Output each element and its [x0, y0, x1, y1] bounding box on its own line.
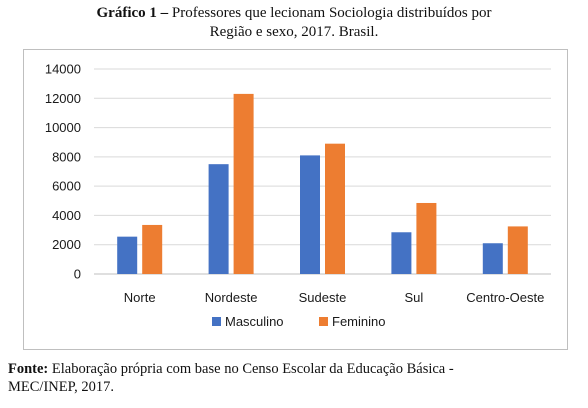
y-tick-label: 4000 [52, 208, 81, 223]
bar-feminino [142, 224, 163, 274]
y-tick-label: 14000 [45, 62, 81, 77]
x-tick-label: Sul [405, 290, 424, 305]
y-tick-label: 10000 [45, 120, 81, 135]
source-label: Fonte: [8, 361, 49, 377]
y-tick-label: 2000 [52, 237, 81, 252]
bar-masculino [482, 243, 503, 274]
bar-masculino [117, 236, 138, 274]
legend-label: Feminino [332, 314, 385, 329]
source-line1: Elaboração própria com base no Censo Esc… [51, 361, 454, 377]
legend-swatch [319, 317, 328, 326]
bar-masculino [300, 155, 320, 274]
source-note: Fonte: Elaboração própria com base no Ce… [8, 360, 583, 396]
title-line2: Região e sexo, 2017. Brasil. [209, 24, 379, 40]
bar-feminino [507, 226, 528, 274]
x-tick-label: Norte [124, 290, 156, 305]
chart-area: 0 2000 4000 6000 8000 10000 12000 14000 Norte Nor… [23, 49, 568, 350]
x-tick-label: Nordeste [205, 290, 258, 305]
bar-chart: 0 2000 4000 6000 8000 10000 12000 14000 Norte Nor… [45, 62, 551, 329]
bar-feminino [325, 143, 345, 274]
y-tick-label: 8000 [52, 149, 81, 164]
x-tick-label: Centro-Oeste [466, 290, 544, 305]
chart-title: Gráfico 1 – Professores que lecionam Soc… [0, 4, 588, 42]
y-tick-label: 12000 [45, 91, 81, 106]
y-tick-label: 0 [74, 267, 81, 282]
bar-feminino [233, 93, 254, 274]
bar-masculino [391, 232, 412, 274]
x-tick-label: Sudeste [299, 290, 347, 305]
bar-feminino [416, 202, 437, 274]
title-label: Gráfico 1 – [96, 5, 169, 21]
title-line1: Professores que lecionam Sociologia dist… [171, 5, 492, 21]
legend-label: Masculino [225, 314, 284, 329]
bar-masculino [208, 164, 229, 274]
source-line2: MEC/INEP, 2017. [8, 379, 114, 395]
legend-swatch [212, 317, 221, 326]
y-tick-label: 6000 [52, 179, 81, 194]
